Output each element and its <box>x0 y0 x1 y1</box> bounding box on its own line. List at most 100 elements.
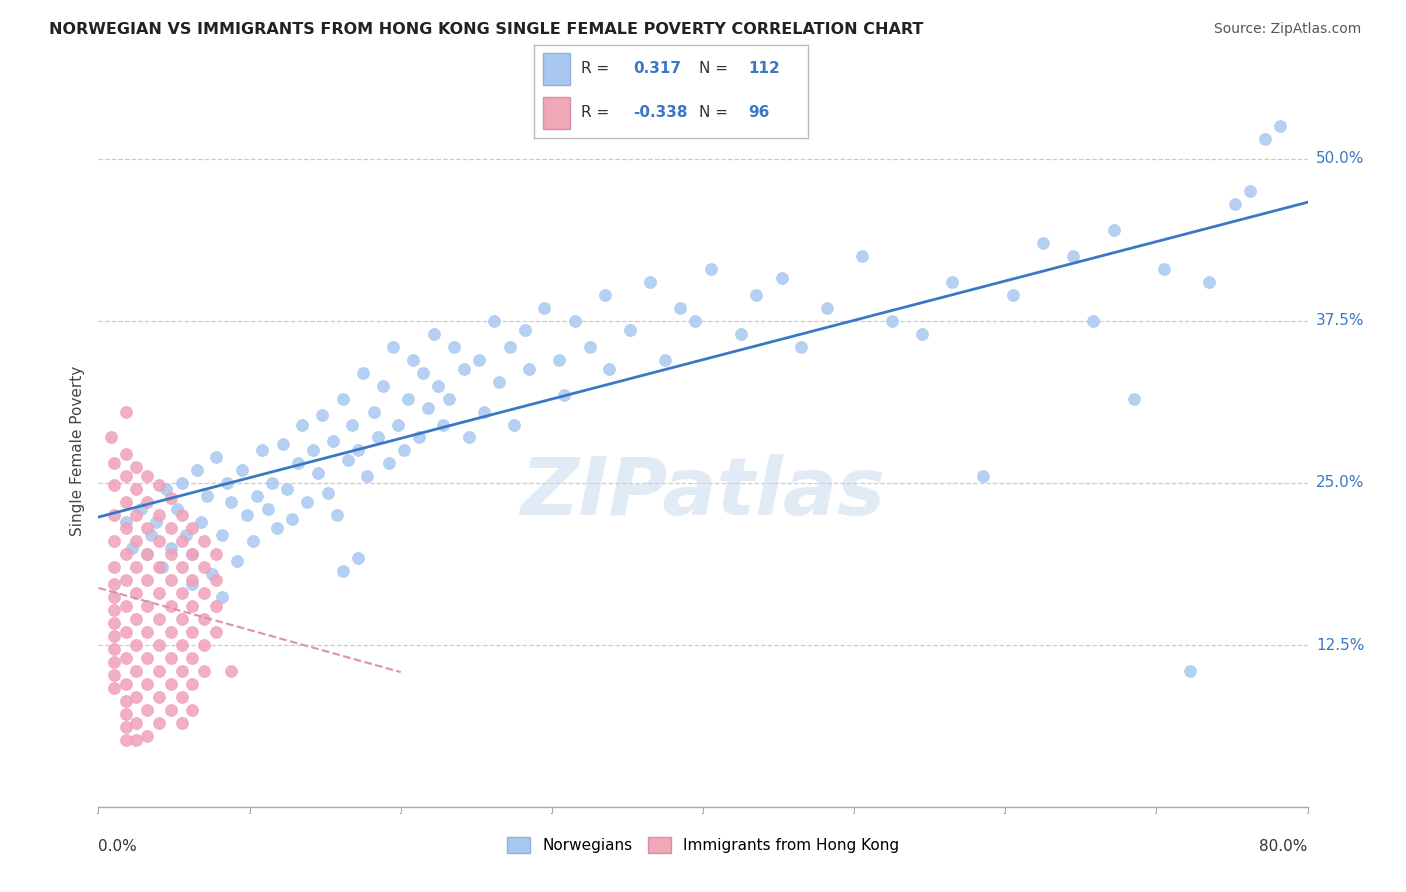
Point <box>181 625 204 640</box>
Text: 96: 96 <box>748 105 769 120</box>
Point <box>186 463 208 477</box>
Point <box>114 651 136 665</box>
Point <box>103 668 125 682</box>
Point <box>638 275 661 289</box>
Text: 37.5%: 37.5% <box>1316 313 1364 328</box>
Point <box>103 534 125 549</box>
Point <box>1081 314 1104 328</box>
Point <box>155 483 177 497</box>
Point <box>468 352 491 367</box>
Point <box>1032 235 1054 250</box>
Point <box>160 703 183 717</box>
Point <box>281 512 304 526</box>
Point <box>392 443 415 458</box>
Point <box>619 323 641 337</box>
Point <box>103 457 125 471</box>
Point <box>125 612 148 626</box>
Point <box>453 361 475 376</box>
Point <box>193 560 215 574</box>
Point <box>276 483 298 497</box>
Point <box>517 361 540 376</box>
Point <box>145 515 167 529</box>
Point <box>125 732 148 747</box>
Point <box>246 489 269 503</box>
Point <box>443 340 465 354</box>
Point <box>181 573 204 587</box>
Point <box>548 352 571 367</box>
Point <box>332 564 354 578</box>
Point <box>135 521 157 535</box>
Point <box>205 573 228 587</box>
Point <box>287 457 309 471</box>
Point <box>148 638 170 652</box>
Point <box>593 287 616 301</box>
Point <box>382 340 405 354</box>
FancyBboxPatch shape <box>543 53 569 85</box>
Point <box>114 573 136 587</box>
Point <box>181 677 204 691</box>
Point <box>311 409 333 423</box>
Point <box>342 417 364 432</box>
Point <box>432 417 454 432</box>
Point <box>322 434 344 449</box>
Point <box>160 599 183 614</box>
Point <box>125 560 148 574</box>
Point <box>125 460 148 475</box>
Point <box>148 508 170 523</box>
Text: R =: R = <box>581 105 609 120</box>
Point <box>1153 261 1175 276</box>
Text: Source: ZipAtlas.com: Source: ZipAtlas.com <box>1213 22 1361 37</box>
Point <box>423 326 446 341</box>
Point <box>205 547 228 561</box>
Point <box>114 706 136 721</box>
Point <box>170 560 193 574</box>
Point <box>815 301 838 315</box>
Point <box>533 301 555 315</box>
Point <box>114 694 136 708</box>
Point <box>160 573 183 587</box>
Point <box>307 466 329 480</box>
Point <box>148 586 170 600</box>
Point <box>114 677 136 691</box>
Point <box>135 599 157 614</box>
Point <box>484 314 506 328</box>
Point <box>195 489 218 503</box>
Point <box>190 515 212 529</box>
Point <box>564 314 586 328</box>
Point <box>457 430 479 444</box>
Text: N =: N = <box>699 105 728 120</box>
Point <box>193 612 215 626</box>
Point <box>256 501 278 516</box>
FancyBboxPatch shape <box>543 97 569 129</box>
Point <box>125 664 148 678</box>
Point <box>790 340 813 354</box>
Point <box>685 314 707 328</box>
Point <box>193 534 215 549</box>
Point <box>578 340 600 354</box>
Point <box>170 664 193 678</box>
Point <box>135 677 157 691</box>
Point <box>181 599 204 614</box>
Point <box>100 430 122 444</box>
Point <box>371 378 394 392</box>
Point <box>135 703 157 717</box>
Point <box>170 586 193 600</box>
Point <box>1122 392 1144 406</box>
Point <box>262 475 284 490</box>
Point <box>135 495 157 509</box>
Point <box>553 387 575 401</box>
Point <box>181 547 204 561</box>
Point <box>193 586 215 600</box>
Point <box>437 392 460 406</box>
Point <box>103 590 125 604</box>
Point <box>181 547 204 561</box>
Point <box>148 664 170 678</box>
Point <box>231 463 253 477</box>
Point <box>114 599 136 614</box>
Point <box>242 534 264 549</box>
Y-axis label: Single Female Poverty: Single Female Poverty <box>69 366 84 535</box>
Point <box>141 528 163 542</box>
Point <box>166 501 188 516</box>
Point <box>363 404 385 418</box>
Point <box>170 638 193 652</box>
